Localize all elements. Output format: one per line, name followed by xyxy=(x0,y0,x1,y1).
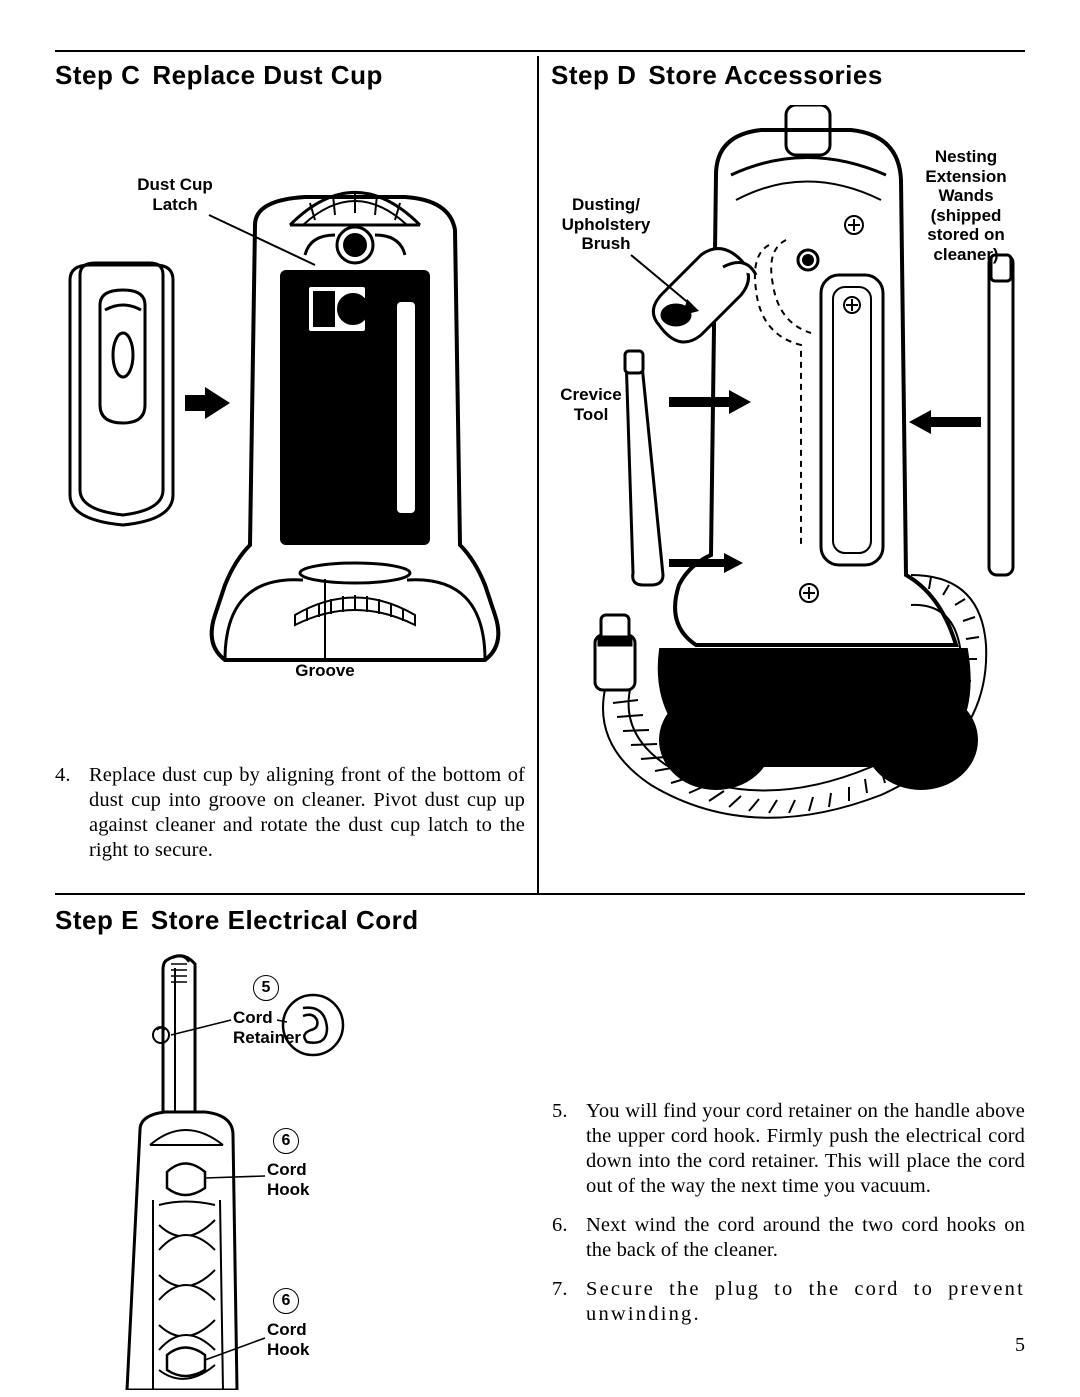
label-cord-retainer: CordRetainer xyxy=(233,1008,323,1047)
step-e-prefix: Step E xyxy=(55,905,139,935)
item-number: 5. xyxy=(552,1099,586,1199)
circ-6a: 6 xyxy=(273,1128,299,1154)
step-d-figure: Dusting/UpholsteryBrush CreviceTool Nest… xyxy=(551,105,1031,845)
label-crevice-tool: CreviceTool xyxy=(551,385,631,424)
step-e-item-5: 5. You will find your cord retainer on t… xyxy=(552,1099,1025,1199)
item-text: You will find your cord retainer on the … xyxy=(586,1099,1025,1199)
item-text: Secure the plug to the cord to prevent u… xyxy=(586,1277,1025,1327)
circ-6b: 6 xyxy=(273,1288,299,1314)
step-c-heading: Step C Replace Dust Cup xyxy=(55,60,525,91)
step-c-list: 4. Replace dust cup by aligning front of… xyxy=(55,763,525,863)
step-d-prefix: Step D xyxy=(551,60,636,90)
step-d-column: Step D Store Accessories Dusting/Upholste… xyxy=(539,56,1031,893)
item-text: Replace dust cup by aligning front of th… xyxy=(89,763,525,863)
label-dusting-brush: Dusting/UpholsteryBrush xyxy=(551,195,661,254)
label-cord-hook-2: CordHook xyxy=(267,1320,337,1359)
step-c-figure: Dust CupLatch Groove xyxy=(55,105,525,745)
item-text: Next wind the cord around the two cord h… xyxy=(586,1213,1025,1263)
step-d-title: Store Accessories xyxy=(648,60,882,90)
step-c-prefix: Step C xyxy=(55,60,140,90)
label-nesting-wands: NestingExtensionWands(shippedstored oncl… xyxy=(911,147,1021,264)
step-e-left: Step E Store Electrical Cord 5 CordRetain… xyxy=(55,901,540,1390)
step-e-right: 5. You will find your cord retainer on t… xyxy=(540,901,1025,1390)
page-number: 5 xyxy=(1015,1334,1025,1357)
step-e-item-7: 7. Secure the plug to the cord to preven… xyxy=(552,1277,1025,1327)
step-c-title: Replace Dust Cup xyxy=(152,60,383,90)
label-cord-hook-1: CordHook xyxy=(267,1160,337,1199)
item-number: 6. xyxy=(552,1213,586,1263)
step-d-heading: Step D Store Accessories xyxy=(551,60,1031,91)
step-e-heading: Step E Store Electrical Cord xyxy=(55,905,528,936)
step-e-item-6: 6. Next wind the cord around the two cor… xyxy=(552,1213,1025,1263)
step-e-figure: 5 CordRetainer 6 CordHook 6 CordHook xyxy=(55,950,528,1390)
lower-section: Step E Store Electrical Cord 5 CordRetain… xyxy=(55,895,1025,1390)
top-rule xyxy=(55,50,1025,52)
label-groove: Groove xyxy=(285,661,365,681)
step-c-column: Step C Replace Dust Cup Dust CupLatch Gro… xyxy=(55,56,539,893)
label-dust-cup-latch: Dust CupLatch xyxy=(125,175,225,214)
circ-5: 5 xyxy=(253,975,279,1001)
item-number: 4. xyxy=(55,763,89,863)
step-e-list: 5. You will find your cord retainer on t… xyxy=(552,1099,1025,1327)
upper-section: Step C Replace Dust Cup Dust CupLatch Gro… xyxy=(55,56,1025,895)
item-number: 7. xyxy=(552,1277,586,1327)
step-e-title: Store Electrical Cord xyxy=(151,905,419,935)
step-c-item-4: 4. Replace dust cup by aligning front of… xyxy=(55,763,525,863)
